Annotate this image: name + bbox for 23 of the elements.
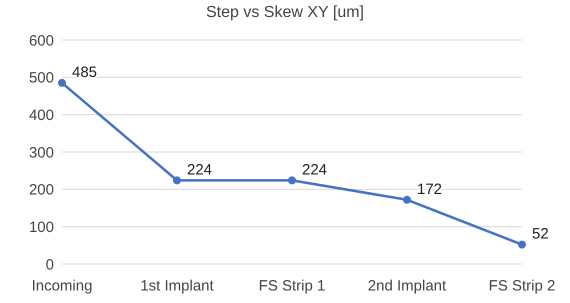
y-tick-label: 300	[28, 144, 54, 162]
y-tick-label: 500	[28, 70, 54, 87]
x-tick-label: FS Strip 1	[258, 278, 326, 295]
y-tick-label: 200	[28, 182, 54, 199]
data-label: 52	[532, 226, 549, 243]
y-tick-label: 600	[28, 32, 54, 50]
data-label: 224	[302, 161, 328, 178]
point	[173, 176, 181, 184]
point	[518, 240, 526, 249]
y-tick-label: 100	[28, 218, 54, 236]
point	[403, 196, 411, 204]
data-label: 172	[417, 180, 442, 198]
y-tick-label: 400	[28, 106, 54, 124]
point	[288, 176, 296, 184]
x-tick-label: 1st Implant	[140, 278, 215, 295]
data-label: 485	[72, 64, 98, 81]
x-tick-label: 2nd Implant	[368, 278, 448, 295]
data-label: 224	[187, 161, 212, 178]
x-tick-label: Incoming	[32, 278, 92, 295]
y-tick-label: 0	[46, 256, 54, 274]
point	[58, 78, 66, 87]
x-tick-label: FS Strip 2	[488, 278, 556, 295]
chart-title: Step vs Skew XY [um]	[205, 4, 365, 22]
